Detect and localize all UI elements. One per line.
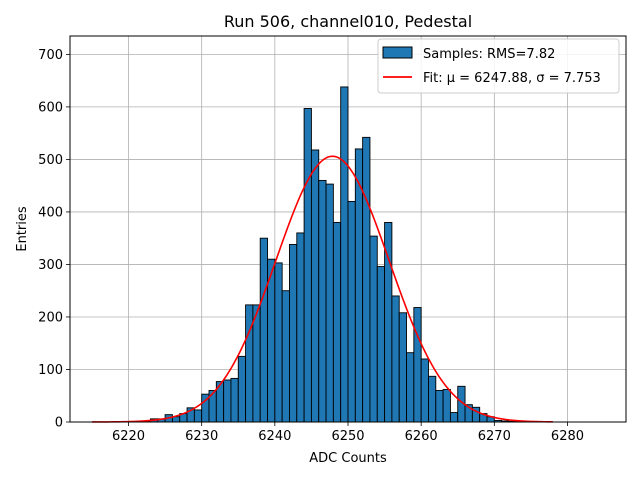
histogram-bars	[128, 86, 517, 423]
histogram-bar	[332, 221, 342, 423]
legend-fit-label: Fit: μ = 6247.88, σ = 7.753	[423, 71, 601, 86]
y-tick-label: 400	[38, 205, 63, 220]
histogram-bar	[325, 183, 334, 423]
histogram-bar	[413, 307, 422, 423]
histogram-bar	[420, 358, 429, 423]
histogram-bar	[193, 409, 203, 423]
legend-box	[377, 38, 620, 94]
x-tick-label: 6250	[331, 429, 364, 444]
histogram-bar	[303, 108, 312, 423]
y-tick-label: 100	[38, 363, 63, 378]
x-axis-title: ADC Counts	[309, 451, 387, 466]
x-tick-label: 6230	[185, 429, 218, 444]
histogram-bar	[289, 244, 298, 423]
histogram-bar	[362, 136, 371, 423]
histogram-bar	[442, 388, 451, 423]
y-tick-label: 200	[38, 310, 63, 325]
y-tick-label: 700	[38, 48, 63, 63]
histogram-bar	[449, 412, 459, 423]
histogram-bar	[252, 304, 261, 423]
x-tick-label: 6240	[258, 429, 291, 444]
legend-samples-label: Samples: RMS=7.82	[423, 47, 555, 62]
histogram-bar	[274, 262, 283, 423]
x-tick-label: 6260	[405, 429, 438, 444]
histogram-bar	[281, 290, 290, 423]
histogram-bar	[340, 86, 349, 423]
fit-curve	[91, 155, 553, 423]
histogram-bar	[318, 179, 327, 423]
chart-title: Run 506, channel010, Pedestal	[224, 12, 472, 31]
histogram-bar	[296, 232, 305, 423]
histogram-bar	[406, 352, 415, 423]
histogram-bar	[435, 390, 444, 423]
y-tick-label: 300	[38, 258, 63, 273]
y-tick-label: 600	[38, 100, 63, 115]
histogram-bar	[376, 266, 386, 423]
y-axis-ticks: 0 100 200 300 400 500 600 700	[38, 48, 70, 431]
histogram-bar	[267, 258, 276, 423]
histogram-bar	[369, 235, 378, 423]
histogram-bar	[398, 312, 407, 423]
histogram-bar	[230, 377, 239, 423]
histogram-bar	[259, 237, 268, 423]
x-tick-label: 6270	[478, 429, 511, 444]
histogram-bar	[428, 375, 437, 423]
histogram-bar	[310, 149, 320, 423]
legend-samples-swatch	[382, 46, 413, 59]
histogram-bar	[223, 379, 232, 423]
y-axis-title: Entries	[15, 206, 30, 252]
histogram-bar	[237, 355, 247, 423]
histogram-bar	[245, 304, 254, 423]
histogram-bar	[347, 200, 356, 423]
histogram-bar	[391, 295, 400, 423]
x-tick-label: 6280	[551, 429, 584, 444]
x-tick-label: 6220	[112, 429, 145, 444]
legend: Samples: RMS=7.82 Fit: μ = 6247.88, σ = …	[377, 38, 620, 94]
y-tick-label: 0	[55, 416, 63, 431]
x-axis-ticks: 6220 6230 6240 6250 6260 6270 6280	[112, 422, 584, 444]
y-tick-label: 500	[38, 153, 63, 168]
